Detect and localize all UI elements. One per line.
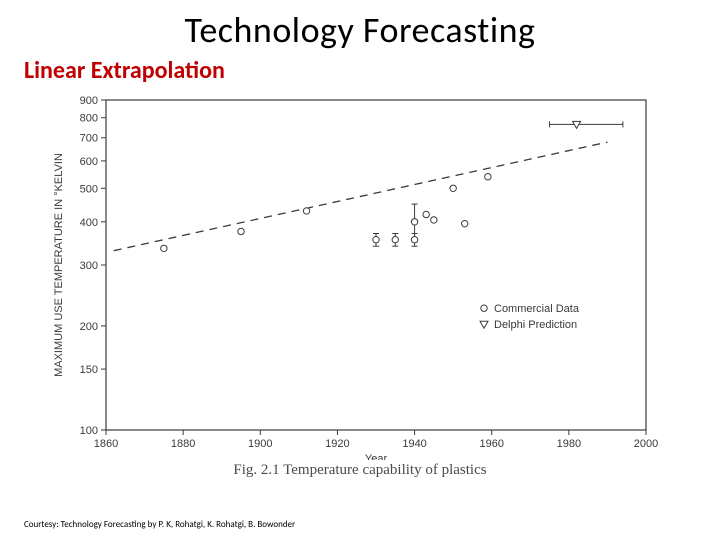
svg-text:1940: 1940	[402, 438, 426, 450]
svg-text:1920: 1920	[325, 438, 349, 450]
page-title: Technology Forecasting	[0, 0, 720, 52]
svg-text:800: 800	[80, 113, 98, 125]
svg-text:150: 150	[80, 364, 98, 376]
svg-text:MAXIMUM USE TEMPERATURE IN °K: MAXIMUM USE TEMPERATURE IN °KELVIN	[53, 153, 65, 377]
svg-text:1960: 1960	[479, 438, 503, 450]
svg-text:200: 200	[80, 321, 98, 333]
svg-text:Delphi Prediction: Delphi Prediction	[494, 319, 577, 331]
svg-text:1900: 1900	[248, 438, 272, 450]
svg-text:1980: 1980	[557, 438, 581, 450]
svg-text:300: 300	[80, 260, 98, 272]
credit-line: Courtesy: Technology Forecasting by P. K…	[24, 519, 295, 530]
chart: 1860 1880 1900 1920 1940 1960 1980 2000 Year 100 1…	[40, 90, 680, 460]
svg-text:100: 100	[80, 425, 98, 437]
figure-container: 1860 1880 1900 1920 1940 1960 1980 2000 Year 100 1…	[40, 90, 680, 490]
svg-text:700: 700	[80, 133, 98, 145]
svg-text:900: 900	[80, 95, 98, 107]
figure-caption: Fig. 2.1 Temperature capability of plast…	[40, 462, 680, 479]
svg-text:500: 500	[80, 183, 98, 195]
svg-text:2000: 2000	[634, 438, 658, 450]
svg-text:600: 600	[80, 156, 98, 168]
svg-text:Year: Year	[365, 453, 388, 460]
page-subtitle: Linear Extrapolation	[0, 52, 720, 85]
svg-text:1860: 1860	[94, 438, 118, 450]
svg-text:1880: 1880	[171, 438, 195, 450]
svg-text:Commercial Data: Commercial Data	[494, 303, 580, 315]
svg-text:400: 400	[80, 217, 98, 229]
